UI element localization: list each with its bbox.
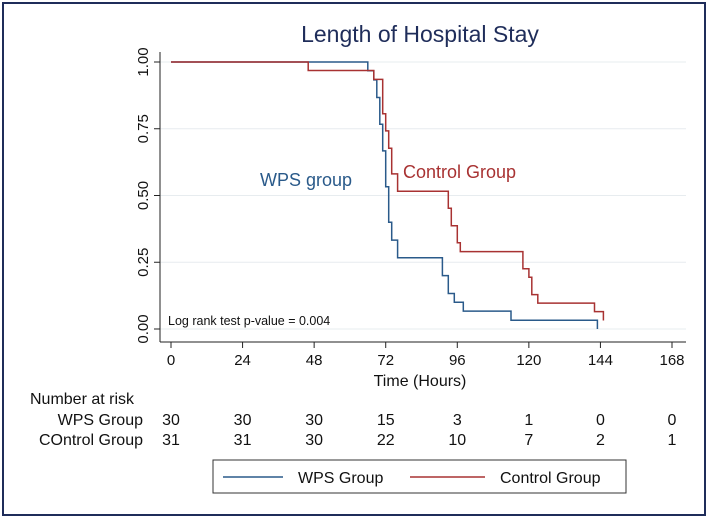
risk-cell: 1 xyxy=(524,412,533,429)
legend-label-wps: WPS Group xyxy=(298,470,383,487)
control-curve-label: Control Group xyxy=(403,162,516,182)
risk-cell: 0 xyxy=(596,412,605,429)
x-tick-label: 48 xyxy=(306,352,323,369)
risk-cell: 1 xyxy=(668,432,677,449)
x-tick-label: 0 xyxy=(167,352,175,369)
x-tick-label: 144 xyxy=(588,352,613,369)
x-tick-label: 96 xyxy=(449,352,466,369)
risk-cell: 3 xyxy=(453,412,462,429)
wps-curve-label: WPS group xyxy=(260,170,352,190)
y-tick-label: 0.25 xyxy=(135,248,152,277)
risk-row-label-wps: WPS Group xyxy=(58,412,143,429)
y-ticks: 0.00 0.25 0.50 0.75 1.00 xyxy=(135,47,160,344)
axes xyxy=(159,52,686,343)
risk-cell: 30 xyxy=(305,432,323,449)
legend: WPS Group Control Group xyxy=(212,459,627,494)
risk-cell: 22 xyxy=(377,432,395,449)
risk-table-title: Number at risk xyxy=(30,391,135,408)
risk-row-label-control: COntrol Group xyxy=(39,432,143,449)
chart-title: Length of Hospital Stay xyxy=(301,21,539,47)
risk-cell: 31 xyxy=(162,432,180,449)
legend-label-control: Control Group xyxy=(500,470,601,487)
log-rank-annotation: Log rank test p-value = 0.004 xyxy=(168,314,330,328)
y-tick-label: 0.50 xyxy=(135,181,152,210)
control-group-curve xyxy=(171,61,605,321)
x-axis-label: Time (Hours) xyxy=(374,373,467,390)
risk-cell: 7 xyxy=(524,432,533,449)
y-tick-label: 1.00 xyxy=(135,47,152,76)
x-tick-label: 168 xyxy=(659,352,684,369)
y-tick-label: 0.00 xyxy=(135,314,152,343)
risk-table: Number at risk WPS Group COntrol Group 3… xyxy=(30,391,677,449)
x-tick-label: 72 xyxy=(377,352,394,369)
risk-cells: 30 30 30 15 3 1 0 031 31 30 22 10 7 2 1 xyxy=(162,412,676,449)
risk-cell: 30 xyxy=(162,412,180,429)
risk-cell: 15 xyxy=(377,412,395,429)
curves xyxy=(171,61,605,329)
risk-cell: 2 xyxy=(596,432,605,449)
plot-background xyxy=(160,52,686,342)
risk-cell: 30 xyxy=(305,412,323,429)
risk-cell: 0 xyxy=(668,412,677,429)
y-tick-label: 0.75 xyxy=(135,114,152,143)
risk-cell: 30 xyxy=(234,412,252,429)
x-ticks: 0 24 48 72 96 120 144 168 xyxy=(167,342,685,369)
risk-cell: 10 xyxy=(448,432,466,449)
x-tick-label: 24 xyxy=(234,352,251,369)
risk-cell: 31 xyxy=(234,432,252,449)
x-tick-label: 120 xyxy=(516,352,541,369)
